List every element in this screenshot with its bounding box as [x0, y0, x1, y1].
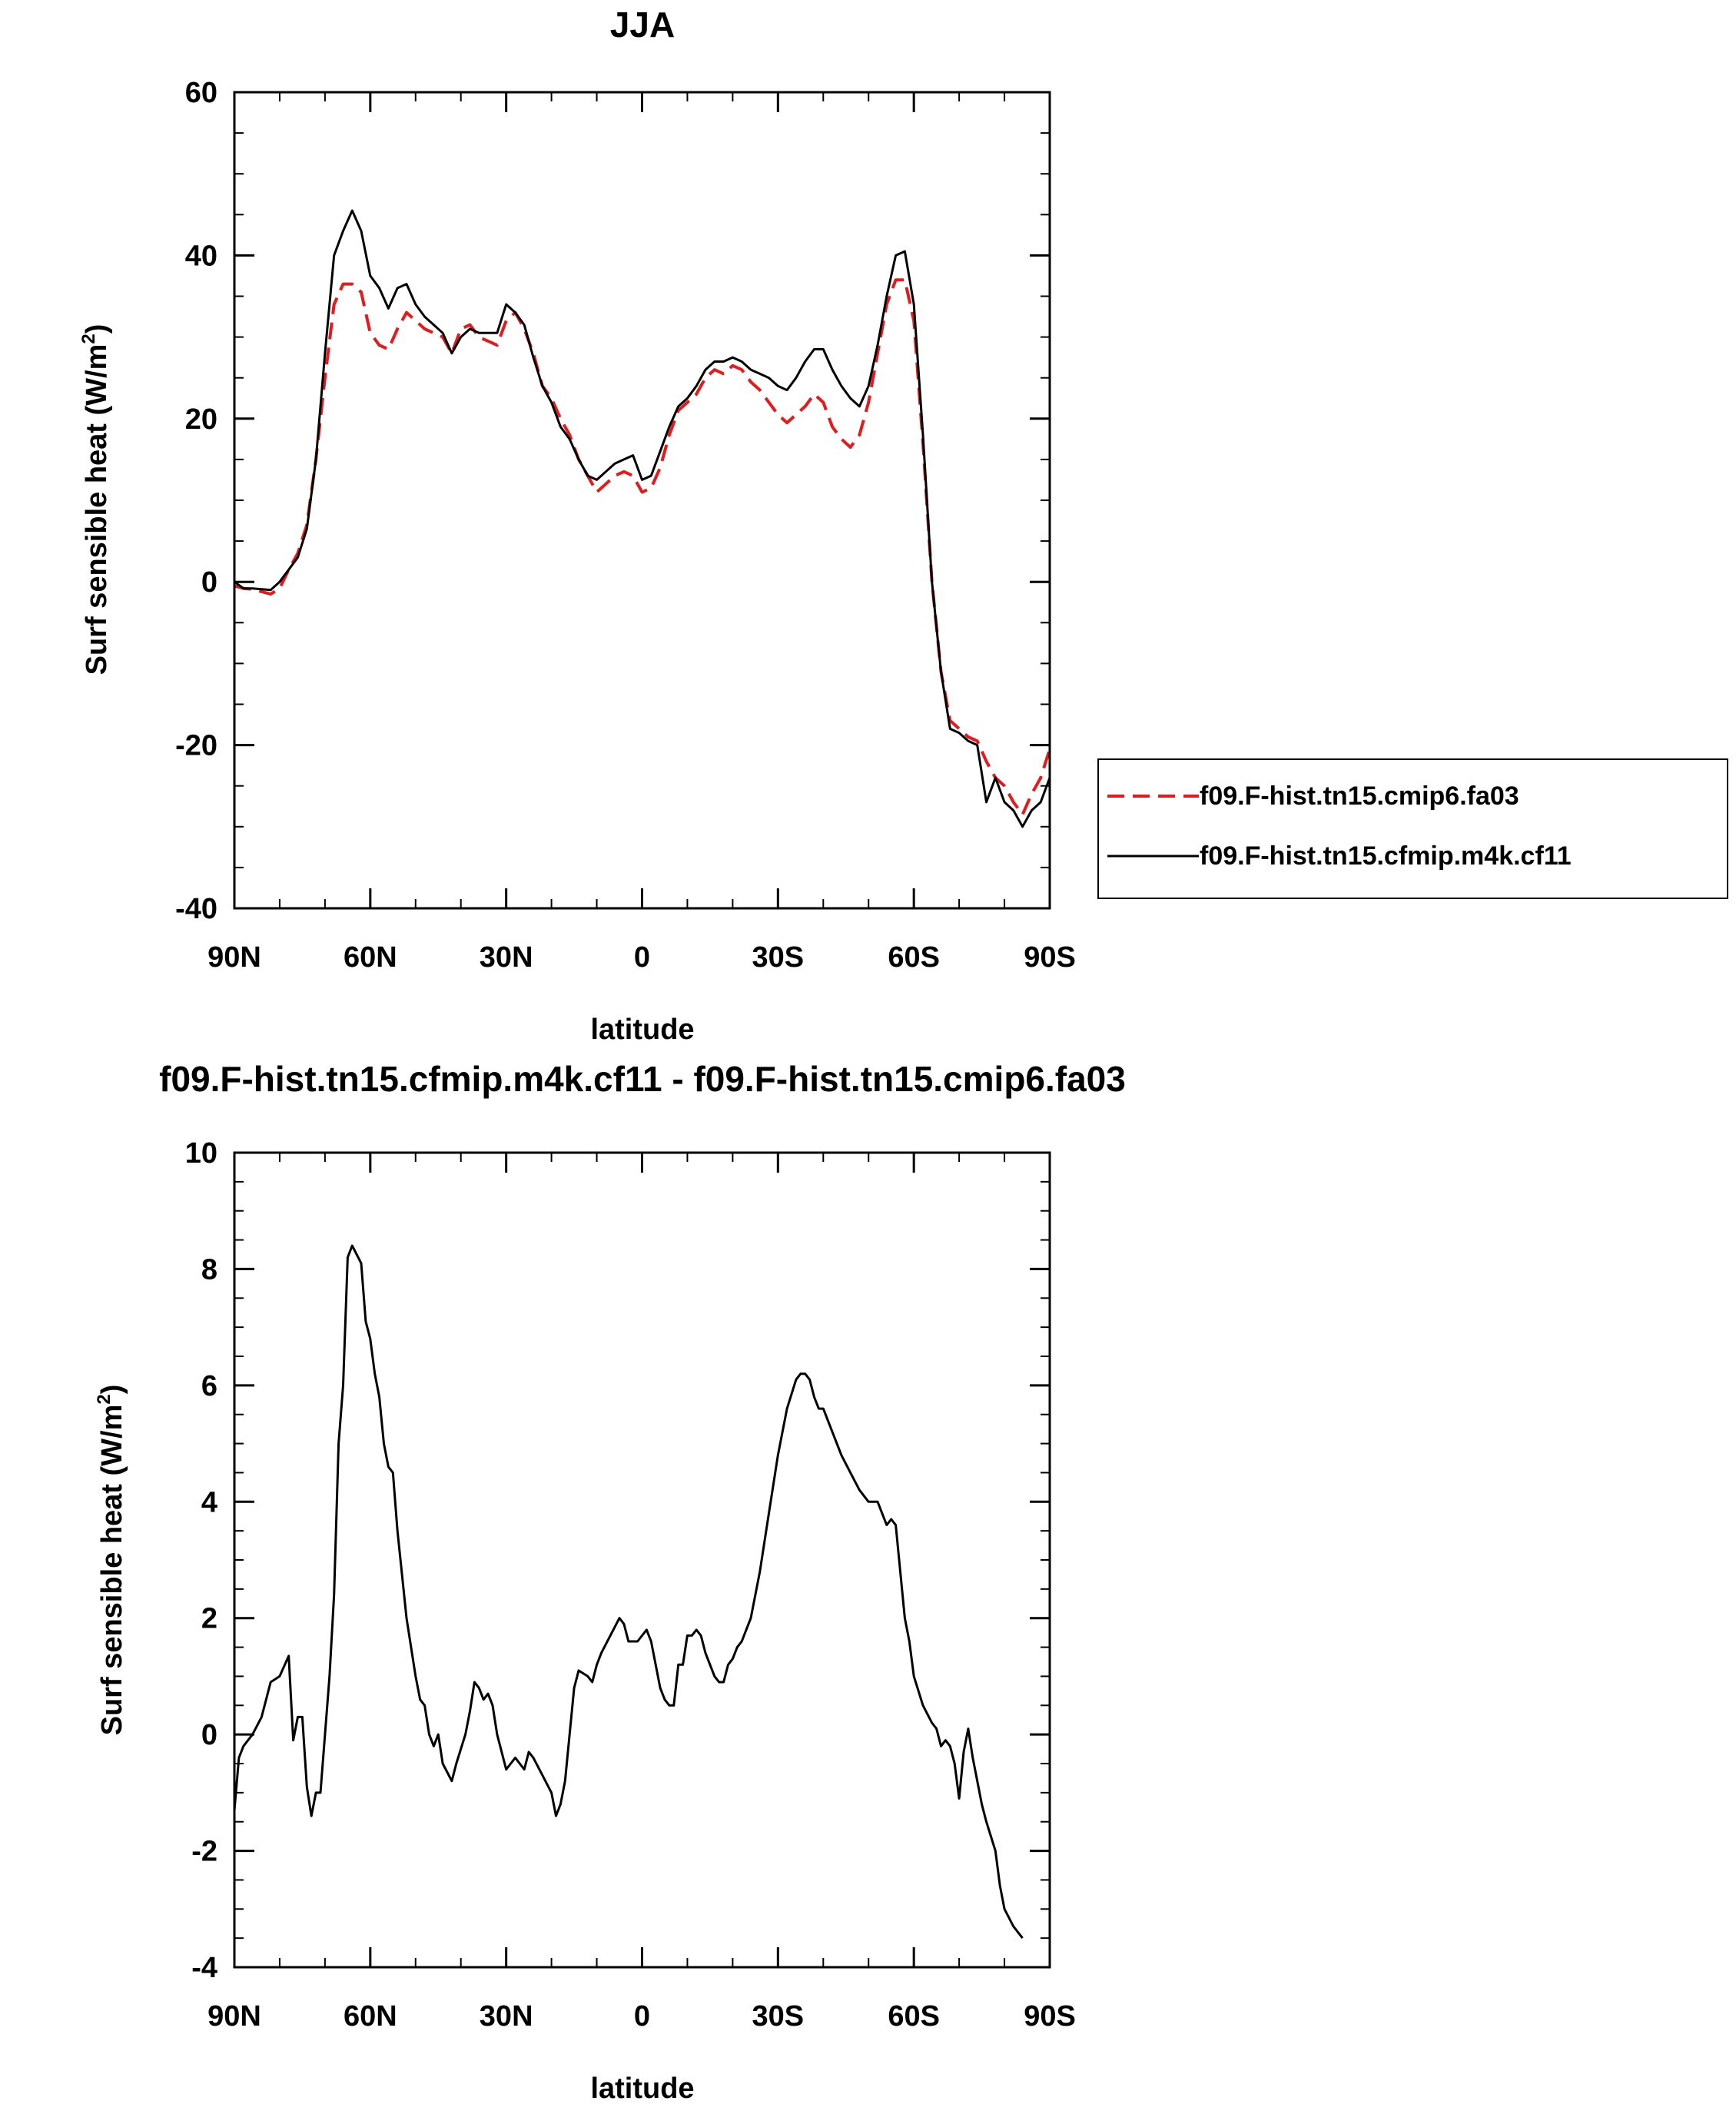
chart-top-ticks: 90N 60N 30N 0 30S 60S 90S 60 40 20 0 -20 -40 [175, 77, 1076, 974]
chart-top-frame [233, 91, 1051, 910]
series-line-0 [233, 1244, 1024, 1940]
chart-bottom-ticks: 90N 60N 30N 0 30S 60S 90S 10 8 6 4 2 0 -2 -4 [185, 1137, 1076, 2033]
x-tick-label: 90S [1024, 941, 1076, 974]
y-tick-label: 0 [201, 566, 217, 599]
x-tick-label: 0 [634, 2000, 650, 2033]
y-tick-label: 6 [201, 1370, 217, 1402]
x-tick-label: 60S [888, 2000, 940, 2033]
chart-top-legend: f09.F-hist.tn15.cmip6.fa03 f09.F-hist.tn… [1097, 758, 1728, 899]
y-tick-label: 2 [201, 1603, 217, 1635]
chart-bottom-ylabel-close: ) [96, 1385, 128, 1395]
chart-bottom-ylabel-sup: 2 [94, 1394, 115, 1404]
chart-bottom-series [233, 1244, 1024, 1940]
chart-bottom-xlabel: latitude [590, 2072, 694, 2104]
series-line-0 [234, 278, 1051, 816]
y-tick-label: 60 [185, 77, 217, 109]
chart-top-ylabel-sup: 2 [78, 334, 99, 343]
chart-top-ylabel-close: ) [81, 324, 113, 334]
y-tick-label: -40 [175, 893, 217, 925]
y-tick-label: 4 [201, 1486, 217, 1518]
x-tick-label: 30S [752, 2000, 805, 2033]
y-tick-label: -20 [175, 730, 217, 762]
x-tick-label: 90N [207, 941, 261, 974]
x-tick-label: 60S [888, 941, 940, 974]
x-tick-label: 30N [480, 2000, 533, 2033]
chart-top-ylabel: Surf sensible heat (W/m2) [78, 324, 113, 675]
y-tick-label: 8 [201, 1253, 217, 1286]
chart-top-series [234, 209, 1051, 828]
x-tick-label: 0 [634, 941, 650, 974]
y-tick-label: 0 [201, 1719, 217, 1751]
x-tick-label: 30N [480, 941, 533, 974]
y-tick-label: 40 [185, 240, 217, 272]
y-tick-label: -2 [191, 1836, 217, 1868]
series-line-1 [234, 209, 1051, 828]
chart-top-title: JJA [610, 5, 675, 45]
x-tick-label: 90S [1024, 2000, 1076, 2033]
legend-label-cmip6: f09.F-hist.tn15.cmip6.fa03 [1200, 782, 1519, 811]
chart-top-ylabel-main: Surf sensible heat (W/m [81, 344, 113, 675]
chart-top: JJA 90N 60N 30N 0 30S 60S 90S 60 40 20 0 -20 -40 lat… [78, 5, 1728, 1046]
x-tick-label: 90N [207, 2000, 261, 2033]
y-tick-label: -4 [191, 1952, 217, 1984]
y-tick-label: 10 [185, 1137, 217, 1170]
chart-bottom: f09.F-hist.tn15.cfmip.m4k.cf11 - f09.F-h… [94, 1059, 1126, 2104]
chart-bottom-frame [233, 1151, 1051, 1969]
chart-bottom-ylabel-main: Surf sensible heat (W/m [96, 1405, 128, 1736]
chart-top-xlabel: latitude [590, 1014, 694, 1046]
legend-label-cfmip: f09.F-hist.tn15.cfmip.m4k.cf11 [1200, 841, 1572, 871]
chart-bottom-ylabel: Surf sensible heat (W/m2) [94, 1385, 128, 1736]
legend-box [1097, 758, 1728, 899]
x-tick-label: 60N [344, 941, 397, 974]
x-tick-label: 30S [752, 941, 805, 974]
x-tick-label: 60N [344, 2000, 397, 2033]
y-tick-label: 20 [185, 403, 217, 436]
chart-bottom-title: f09.F-hist.tn15.cfmip.m4k.cf11 - f09.F-h… [159, 1059, 1126, 1099]
